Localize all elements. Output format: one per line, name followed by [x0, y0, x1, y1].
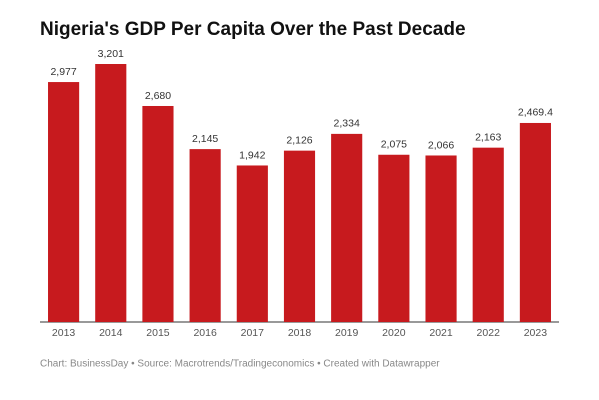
x-tick-label: 2016	[193, 327, 217, 339]
x-tick-label: 2019	[335, 327, 359, 339]
x-tick-label: 2014	[99, 327, 123, 339]
value-label: 2,075	[381, 139, 407, 151]
x-tick-label: 2020	[382, 327, 406, 339]
value-label: 2,334	[334, 118, 360, 130]
value-label: 2,126	[286, 134, 312, 146]
bar	[425, 155, 457, 322]
bar	[48, 82, 80, 323]
value-label: 2,163	[475, 131, 501, 143]
x-tick-label: 2015	[146, 327, 170, 339]
bar	[95, 64, 127, 322]
bar	[472, 147, 504, 322]
x-tick-label: 2021	[429, 327, 453, 339]
bar	[236, 165, 268, 322]
bar	[331, 133, 363, 322]
value-label: 2,469.4	[518, 107, 553, 119]
x-tick-label: 2023	[524, 327, 548, 339]
value-label: 3,201	[98, 48, 124, 60]
value-label: 2,680	[145, 90, 171, 102]
value-label: 2,145	[192, 133, 218, 145]
bar	[378, 154, 410, 322]
bar	[189, 149, 221, 322]
bar	[283, 150, 316, 322]
value-label: 1,942	[239, 149, 265, 161]
chart-title: Nigeria's GDP Per Capita Over the Past D…	[40, 19, 466, 40]
x-tick-label: 2018	[288, 327, 312, 339]
chart-footer: Chart: BusinessDay • Source: Macrotrends…	[40, 359, 440, 370]
x-tick-label: 2017	[241, 327, 265, 339]
x-tick-label: 2022	[477, 327, 501, 339]
bar	[519, 122, 551, 322]
value-label: 2,066	[428, 139, 454, 151]
bar	[142, 105, 174, 323]
value-label: 2,977	[50, 66, 76, 78]
x-tick-label: 2013	[52, 327, 76, 339]
